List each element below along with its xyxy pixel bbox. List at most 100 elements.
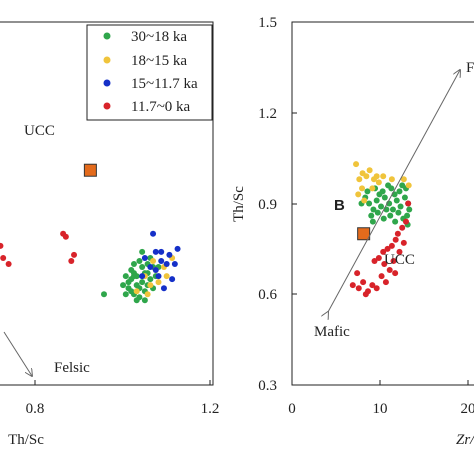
right-y-axis: 0.3 0.6 0.9 1.2 1.5 Th/Sc xyxy=(231,15,297,394)
left-point-18-15-ka-7 xyxy=(133,288,140,295)
left-point-18-15-ka-9 xyxy=(150,257,157,264)
right-point-30-18-ka-32 xyxy=(399,182,406,189)
right-point-18-15-ka-1 xyxy=(356,176,363,183)
left-point-11-7-0-ka-1 xyxy=(0,254,7,261)
left-point-30-18-ka-0 xyxy=(122,273,129,280)
right-x-tick-label-0: 0 xyxy=(288,401,296,417)
right-point-30-18-ka-30 xyxy=(376,191,383,198)
right-point-30-18-ka-7 xyxy=(389,206,396,213)
right-point-30-18-ka-18 xyxy=(404,212,411,219)
left-point-30-18-ka-31 xyxy=(130,270,137,277)
right-point-18-15-ka-12 xyxy=(380,173,387,180)
right-panel: 0.3 0.6 0.9 1.2 1.5 Th/Sc 0 10 20 Zr/ F … xyxy=(231,15,474,448)
left-point-15-11-7-ka-8 xyxy=(141,254,148,261)
left-point-15-11-7-ka-10 xyxy=(160,285,167,292)
right-point-11-7-0-ka-22 xyxy=(354,270,361,277)
left-point-18-15-ka-8 xyxy=(144,291,151,298)
right-point-11-7-0-ka-19 xyxy=(403,218,409,225)
right-point-11-7-0-ka-25 xyxy=(405,200,412,207)
legend-label-11-7-0: 11.7~0 ka xyxy=(131,99,191,115)
left-point-18-15-ka-4 xyxy=(163,273,170,280)
right-point-11-7-0-ka-1 xyxy=(355,285,362,292)
legend-label-18-15: 18~15 ka xyxy=(131,53,187,69)
right-y-tick-label-0-9: 0.9 xyxy=(258,197,277,213)
left-panel: 30~18 ka 18~15 ka 15~11.7 ka 11.7~0 ka U… xyxy=(0,21,219,448)
right-point-11-7-0-ka-21 xyxy=(400,239,407,246)
right-point-30-18-ka-12 xyxy=(368,212,375,219)
left-point-15-11-7-ka-3 xyxy=(163,261,170,267)
legend-marker-30-18 xyxy=(103,32,111,40)
left-point-15-11-7-ka-14 xyxy=(152,248,159,255)
left-point-30-18-ka-26 xyxy=(120,282,127,289)
right-y-axis-title: Th/Sc xyxy=(231,186,247,222)
right-point-11-7-0-ka-23 xyxy=(362,291,369,298)
left-point-30-18-ka-30 xyxy=(139,248,146,255)
right-y-tick-label-1-2: 1.2 xyxy=(258,106,277,122)
left-point-30-18-ka-9 xyxy=(139,279,146,286)
right-point-11-7-0-ka-0 xyxy=(349,282,356,289)
right-felsic-label: F xyxy=(466,60,474,76)
left-plot-area xyxy=(0,21,214,386)
left-point-15-11-7-ka-9 xyxy=(147,264,154,271)
right-point-30-18-ka-10 xyxy=(401,194,408,201)
left-data-points xyxy=(0,163,181,304)
left-point-30-18-ka-22 xyxy=(136,257,143,264)
right-point-18-15-ka-8 xyxy=(355,191,362,198)
right-ucc-label: UCC xyxy=(384,252,415,268)
left-point-11-7-0-ka-2 xyxy=(5,261,12,267)
left-point-30-18-ka-14 xyxy=(147,276,154,283)
right-point-11-7-0-ka-14 xyxy=(392,236,399,243)
right-point-18-15-ka-10 xyxy=(361,197,368,204)
right-x-tick-label-10: 10 xyxy=(373,401,388,417)
right-y-tick-label-1-5: 1.5 xyxy=(258,15,277,31)
left-point-18-15-ka-5 xyxy=(155,279,162,286)
right-point-18-15-ka-4 xyxy=(366,167,373,174)
right-point-18-15-ka-9 xyxy=(369,185,376,192)
left-point-30-18-ka-28 xyxy=(141,297,148,304)
left-point-15-11-7-ka-7 xyxy=(174,245,181,252)
left-point-30-18-ka-25 xyxy=(122,291,129,298)
right-panel-label: B xyxy=(334,197,345,214)
right-point-11-7-0-ka-17 xyxy=(394,230,401,237)
left-point-30-18-ka-16 xyxy=(139,264,146,271)
left-felsic-label: Felsic xyxy=(54,360,90,376)
right-point-30-18-ka-14 xyxy=(380,215,387,222)
right-point-30-18-ka-26 xyxy=(369,218,376,225)
left-point-30-18-ka-21 xyxy=(130,261,137,267)
left-ucc-label: UCC xyxy=(24,123,55,139)
legend-label-15-11-7: 15~11.7 ka xyxy=(131,76,198,92)
right-point-11-7-0-ka-24 xyxy=(392,270,399,277)
right-point-30-18-ka-15 xyxy=(387,212,394,219)
right-point-18-15-ka-15 xyxy=(405,182,412,189)
right-point-30-18-ka-13 xyxy=(374,209,381,216)
right-data-points xyxy=(349,161,413,298)
left-point-30-18-ka-29 xyxy=(101,291,107,298)
right-point-11-7-0-ka-18 xyxy=(399,224,406,231)
right-point-18-15-ka-7 xyxy=(359,185,366,192)
legend-label-30-18: 30~18 ka xyxy=(131,29,187,45)
left-point-ucc-0 xyxy=(83,163,97,177)
left-point-15-11-7-ka-4 xyxy=(152,267,159,274)
left-x-axis-title: Th/Sc xyxy=(8,432,44,448)
left-point-15-11-7-ka-12 xyxy=(171,261,178,267)
left-point-11-7-0-ka-6 xyxy=(68,257,75,264)
left-point-18-15-ka-1 xyxy=(147,282,154,289)
left-point-30-18-ka-27 xyxy=(133,297,140,304)
right-point-18-15-ka-11 xyxy=(373,173,380,180)
right-point-30-18-ka-4 xyxy=(378,203,385,210)
right-point-30-18-ka-16 xyxy=(395,209,402,216)
left-point-11-7-0-ka-4 xyxy=(62,233,69,240)
right-point-11-7-0-ka-6 xyxy=(378,273,385,280)
right-point-18-15-ka-0 xyxy=(353,161,360,168)
legend-marker-15-11-7 xyxy=(103,79,111,87)
right-x-axis: 0 10 20 Zr/ xyxy=(288,380,474,448)
left-point-15-11-7-ka-5 xyxy=(155,273,162,280)
left-point-15-11-7-ka-11 xyxy=(139,273,146,280)
right-mafic-label: Mafic xyxy=(314,324,350,340)
right-y-tick-label-0-3: 0.3 xyxy=(258,378,277,394)
right-y-tick-label-0-6: 0.6 xyxy=(258,287,277,303)
right-point-30-18-ka-28 xyxy=(392,218,399,225)
right-point-30-18-ka-9 xyxy=(397,203,404,210)
right-point-30-18-ka-5 xyxy=(381,194,388,201)
